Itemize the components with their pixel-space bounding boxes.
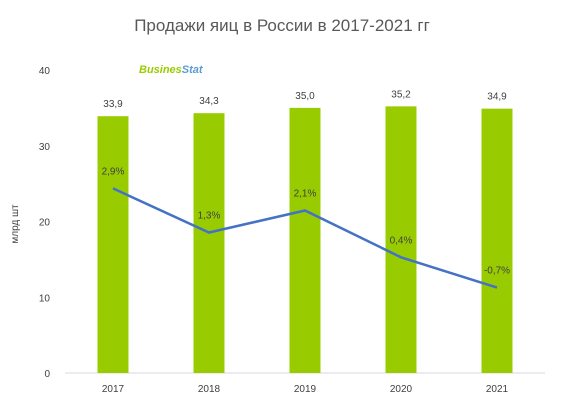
growth-label: -0,7% [484, 266, 510, 277]
bar [289, 107, 321, 373]
bar [97, 116, 129, 374]
chart-title: Продажи яиц в России в 2017-2021 гг [134, 16, 430, 35]
growth-label: 0,4% [390, 235, 413, 246]
bar [481, 108, 513, 373]
growth-line [112, 187, 498, 289]
y-axis-ticks: 0 10 20 30 40 [39, 66, 51, 380]
bar-value-label: 34,3 [199, 96, 219, 107]
bar-value-label: 35,0 [295, 91, 315, 102]
bar-value-label: 34,9 [487, 92, 507, 103]
logo-part2: Stat [182, 64, 204, 76]
y-tick-label: 0 [44, 369, 50, 380]
x-axis-ticks: 2017 2018 2019 2020 2021 [102, 384, 509, 395]
y-tick-label: 30 [39, 142, 51, 153]
growth-labels: 2,9% 1,3% 2,1% 0,4% -0,7% [102, 166, 511, 276]
y-axis-label: млрд шт [10, 204, 21, 244]
x-tick-label: 2017 [102, 384, 125, 395]
x-tick-label: 2021 [486, 384, 509, 395]
bar-value-labels: 33,9 34,3 35,0 35,2 34,9 [103, 89, 507, 110]
bar-value-label: 35,2 [391, 89, 411, 100]
growth-label: 2,9% [102, 166, 125, 177]
logo-part1: Busines [139, 64, 182, 76]
y-tick-label: 40 [39, 66, 51, 77]
y-tick-label: 20 [39, 218, 51, 229]
logo: BusinesStat [139, 64, 204, 76]
svg-text:BusinesStat: BusinesStat [139, 64, 204, 76]
x-tick-label: 2018 [198, 384, 221, 395]
growth-label: 1,3% [198, 211, 221, 222]
bar-value-label: 33,9 [103, 99, 123, 110]
bars [97, 106, 513, 374]
x-tick-label: 2019 [294, 384, 317, 395]
bar [385, 106, 417, 374]
bar [193, 113, 225, 374]
growth-label: 2,1% [294, 188, 317, 199]
x-tick-label: 2020 [390, 384, 413, 395]
y-tick-label: 10 [39, 293, 51, 304]
